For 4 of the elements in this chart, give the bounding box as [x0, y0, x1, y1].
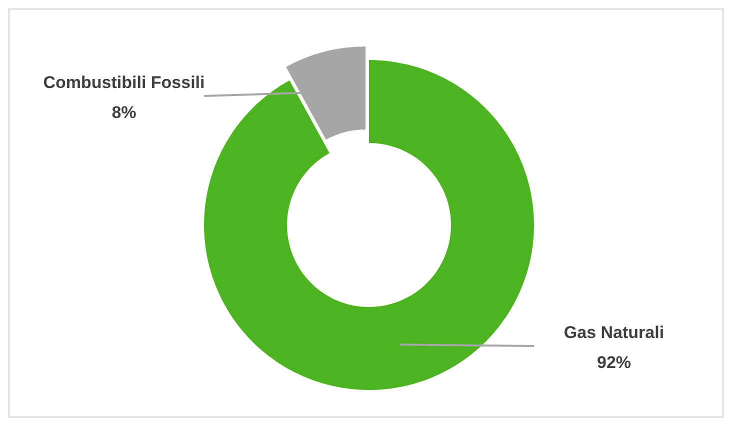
slice-label: Gas Naturali [564, 323, 664, 342]
data-label: 8% [112, 103, 136, 122]
slice-label: Combustibili Fossili [43, 73, 205, 92]
data-label: 92% [596, 353, 632, 372]
